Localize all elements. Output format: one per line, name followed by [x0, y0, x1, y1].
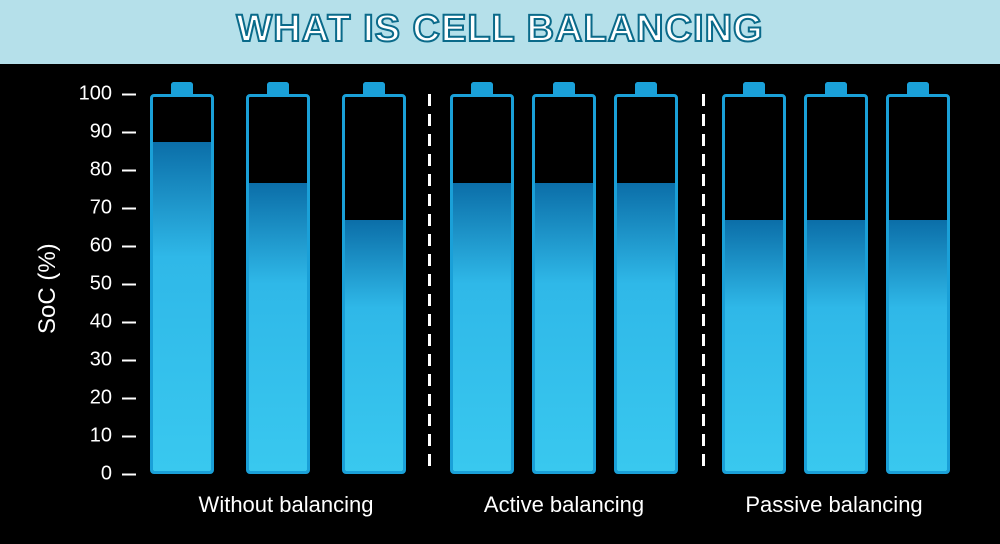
y-tick-mark: [122, 359, 136, 361]
battery-body: [150, 94, 214, 474]
battery-cell: [804, 82, 868, 474]
y-tick: 80: [74, 159, 140, 182]
y-tick-mark: [122, 93, 136, 95]
y-tick-label: 10: [74, 425, 112, 448]
battery-body: [532, 94, 596, 474]
chart-area: SoC (%) 1009080706050403020100 Without b…: [0, 64, 1000, 544]
battery-fill: [345, 220, 403, 471]
y-tick-label: 50: [74, 273, 112, 296]
battery-cap: [267, 82, 289, 94]
battery-fill: [889, 220, 947, 471]
page-title: WHAT IS CELL BALANCING: [236, 8, 763, 51]
y-tick-mark: [122, 397, 136, 399]
battery-cell: [246, 82, 310, 474]
battery-fill: [807, 220, 865, 471]
battery-fill: [249, 183, 307, 471]
battery-body: [614, 94, 678, 474]
y-axis: SoC (%) 1009080706050403020100: [0, 94, 140, 474]
battery-cap: [471, 82, 493, 94]
y-tick-label: 100: [74, 83, 112, 106]
battery-cap: [171, 82, 193, 94]
y-tick-mark: [122, 169, 136, 171]
battery-cell: [614, 82, 678, 474]
y-tick: 60: [74, 235, 140, 258]
y-axis-label: SoC (%): [34, 243, 62, 334]
y-tick-mark: [122, 131, 136, 133]
battery-fill: [535, 183, 593, 471]
group-label: Without balancing: [199, 492, 374, 518]
battery-cap: [825, 82, 847, 94]
battery-cap: [363, 82, 385, 94]
battery-fill: [725, 220, 783, 471]
battery-body: [342, 94, 406, 474]
y-tick-label: 90: [74, 121, 112, 144]
y-tick-label: 40: [74, 311, 112, 334]
battery-cell: [450, 82, 514, 474]
y-tick-label: 30: [74, 349, 112, 372]
battery-fill: [617, 183, 675, 471]
y-tick: 90: [74, 121, 140, 144]
y-tick: 100: [74, 83, 140, 106]
y-tick: 40: [74, 311, 140, 334]
y-tick-label: 0: [74, 463, 112, 486]
battery-cap: [907, 82, 929, 94]
y-tick-mark: [122, 321, 136, 323]
battery-body: [450, 94, 514, 474]
y-tick: 50: [74, 273, 140, 296]
y-tick: 10: [74, 425, 140, 448]
y-tick: 20: [74, 387, 140, 410]
y-tick-label: 20: [74, 387, 112, 410]
battery-fill: [453, 183, 511, 471]
header-bar: WHAT IS CELL BALANCING: [0, 0, 1000, 64]
battery-body: [804, 94, 868, 474]
y-tick: 0: [74, 463, 140, 486]
battery-cell: [150, 82, 214, 474]
battery-fill: [153, 142, 211, 471]
y-tick: 70: [74, 197, 140, 220]
y-tick-mark: [122, 207, 136, 209]
y-tick-mark: [122, 473, 136, 475]
group-label: Passive balancing: [745, 492, 922, 518]
battery-cap: [553, 82, 575, 94]
battery-cap: [635, 82, 657, 94]
group-label: Active balancing: [484, 492, 644, 518]
y-tick-mark: [122, 435, 136, 437]
battery-cell: [532, 82, 596, 474]
battery-cell: [342, 82, 406, 474]
battery-body: [722, 94, 786, 474]
y-tick-mark: [122, 245, 136, 247]
y-tick-mark: [122, 283, 136, 285]
y-tick-label: 70: [74, 197, 112, 220]
battery-body: [886, 94, 950, 474]
y-tick-label: 60: [74, 235, 112, 258]
battery-body: [246, 94, 310, 474]
y-tick-label: 80: [74, 159, 112, 182]
battery-cell: [722, 82, 786, 474]
y-tick: 30: [74, 349, 140, 372]
battery-cap: [743, 82, 765, 94]
plot-region: Without balancingActive balancingPassive…: [140, 94, 970, 474]
battery-cell: [886, 82, 950, 474]
